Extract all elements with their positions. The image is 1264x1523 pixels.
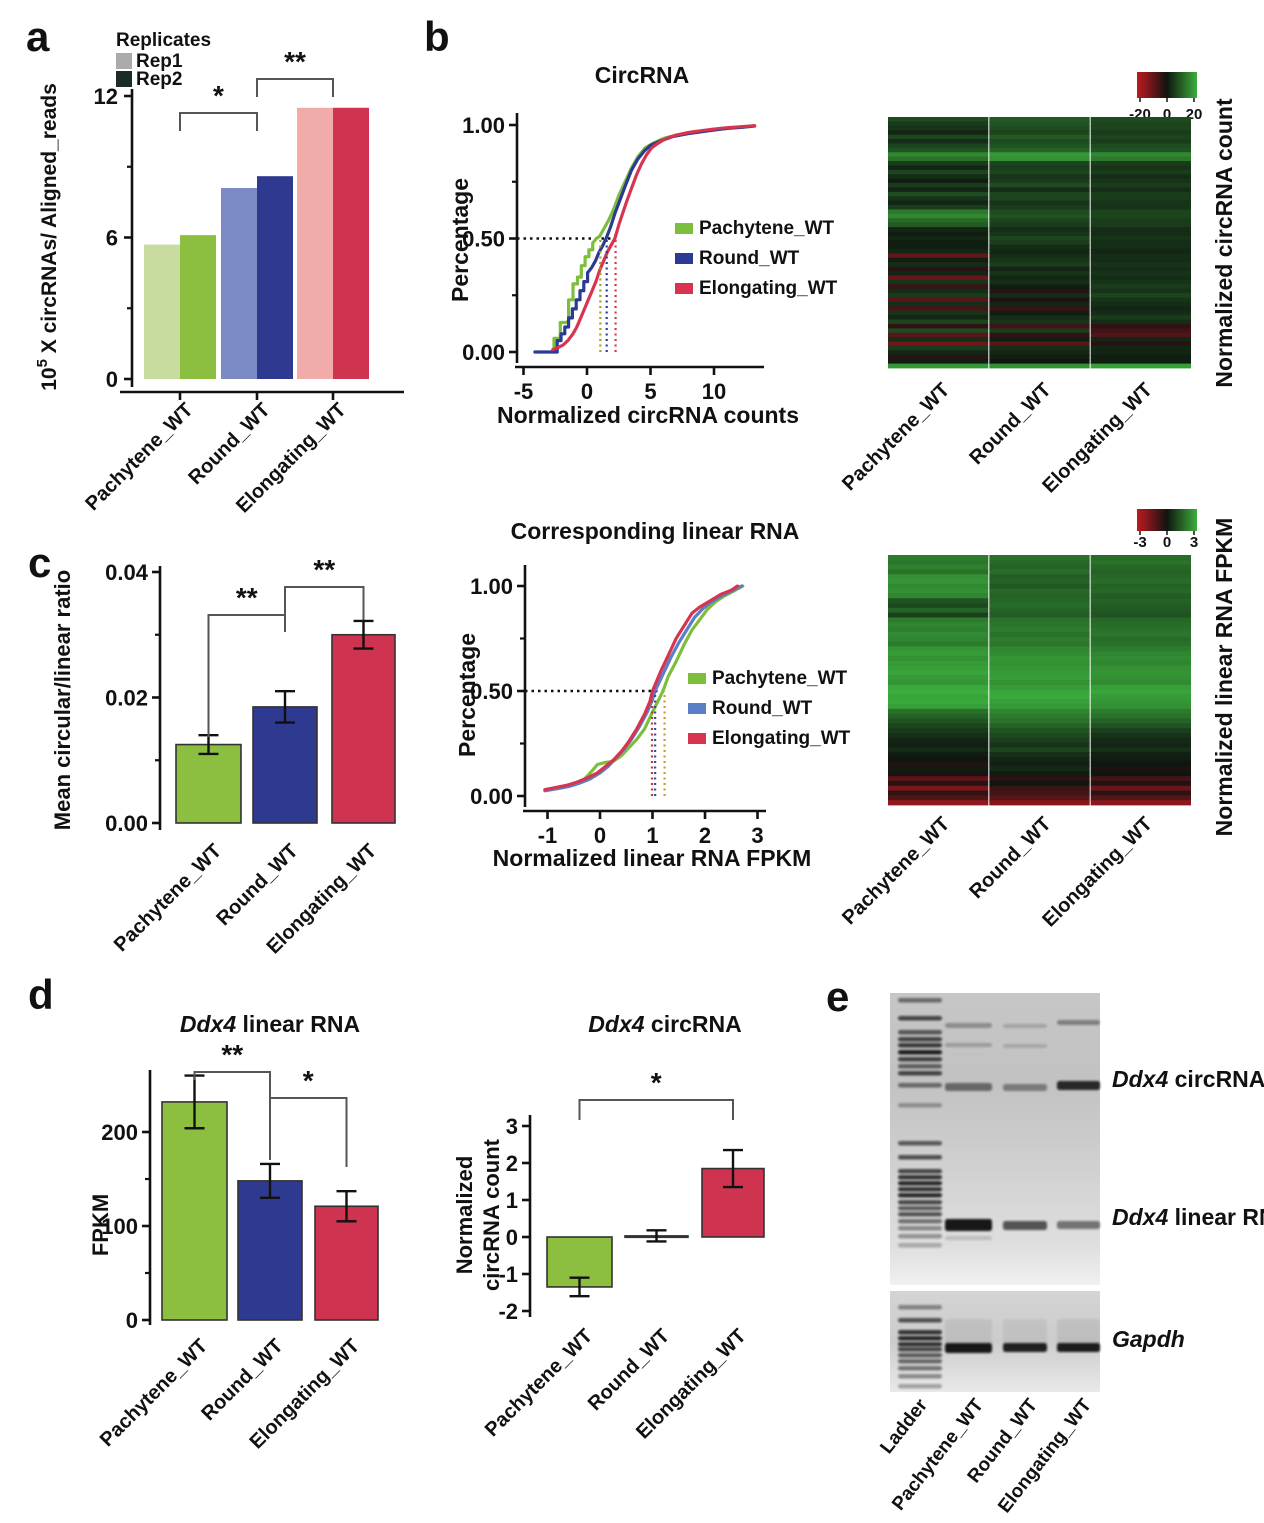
svg-text:0.50: 0.50 (462, 227, 505, 252)
panel-label-c: c (28, 539, 52, 586)
svg-text:0: 0 (581, 379, 593, 404)
svg-text:3: 3 (1190, 534, 1198, 551)
panel-c-linear-rna-cdf-plot: 0.00 0.50 1.00 -1 0 1 2 3 Pachytene_WT Round_WT El… (454, 518, 851, 871)
svg-text:Pachytene_WT: Pachytene_WT (712, 668, 848, 689)
svg-text:2: 2 (506, 1151, 518, 1176)
svg-text:Pachytene_WT: Pachytene_WT (699, 218, 835, 239)
svg-text:**: ** (236, 582, 258, 613)
panel-c-ratio-bar-chart: 0.000.020.04****Pachytene_WTRound_WTElon… (50, 554, 396, 958)
svg-text:0: 0 (106, 367, 118, 392)
svg-text:Ddx4 linear RNA: Ddx4 linear RNA (180, 1011, 360, 1037)
svg-text:Normalized: Normalized (452, 1156, 477, 1275)
svg-text:Round_WT: Round_WT (712, 698, 813, 719)
svg-text:Elongating_WT: Elongating_WT (712, 728, 851, 749)
svg-text:circRNA count: circRNA count (479, 1138, 504, 1291)
svg-text:-1: -1 (538, 823, 558, 848)
svg-text:FPKM: FPKM (88, 1194, 113, 1256)
svg-text:Normalized circRNA count: Normalized circRNA count (1211, 98, 1237, 388)
svg-text:Round_WT: Round_WT (965, 813, 1055, 903)
svg-text:12: 12 (94, 84, 118, 109)
svg-text:Round_WT: Round_WT (699, 248, 800, 269)
svg-text:0: 0 (506, 1225, 518, 1250)
svg-text:1: 1 (506, 1188, 518, 1213)
svg-text:1.00: 1.00 (462, 113, 505, 138)
svg-text:Rep1: Rep1 (136, 51, 183, 72)
svg-text:Normalized linear RNA FPKM: Normalized linear RNA FPKM (1211, 518, 1237, 837)
svg-text:0: 0 (1163, 106, 1171, 123)
svg-text:Percentage: Percentage (447, 178, 473, 302)
panel-label-e: e (826, 973, 850, 1020)
svg-text:5: 5 (644, 379, 656, 404)
svg-text:3: 3 (751, 823, 763, 848)
svg-text:0: 0 (1163, 534, 1171, 551)
svg-text:6: 6 (106, 226, 118, 251)
svg-text:Rep2: Rep2 (136, 69, 182, 90)
svg-text:1: 1 (646, 823, 658, 848)
svg-text:Pachytene_WT: Pachytene_WT (110, 840, 226, 956)
svg-text:Ladder: Ladder (876, 1395, 932, 1458)
svg-text:105 X circRNAs/ Aligned_reads: 105 X circRNAs/ Aligned_reads (34, 83, 61, 391)
svg-text:*: * (651, 1067, 662, 1098)
svg-text:0: 0 (594, 823, 606, 848)
svg-text:0.00: 0.00 (105, 811, 148, 836)
svg-text:0: 0 (126, 1308, 138, 1333)
svg-text:0.50: 0.50 (470, 679, 513, 704)
svg-text:1.00: 1.00 (470, 574, 513, 599)
svg-text:0.04: 0.04 (105, 560, 149, 585)
panel-label-a: a (26, 13, 50, 60)
svg-text:**: ** (284, 46, 306, 77)
svg-text:Ddx4 circRNA: Ddx4 circRNA (588, 1011, 741, 1037)
svg-text:Ddx4 circRNA: Ddx4 circRNA (1112, 1066, 1264, 1092)
svg-text:Replicates: Replicates (116, 30, 211, 51)
svg-text:Mean circular/linear ratio: Mean circular/linear ratio (50, 570, 75, 830)
svg-text:Normalized circRNA counts: Normalized circRNA counts (497, 402, 799, 428)
svg-text:**: ** (221, 1039, 243, 1070)
svg-text:0.00: 0.00 (462, 340, 505, 365)
svg-text:0.02: 0.02 (105, 686, 148, 711)
svg-text:3: 3 (506, 1114, 518, 1139)
svg-text:Normalized linear RNA FPKM: Normalized linear RNA FPKM (493, 845, 812, 871)
svg-text:Elongating_WT: Elongating_WT (699, 278, 838, 299)
svg-text:*: * (303, 1065, 314, 1096)
svg-text:Ddx4 linear RNA: Ddx4 linear RNA (1112, 1204, 1264, 1230)
svg-text:-3: -3 (1133, 534, 1146, 551)
svg-text:Pachytene_WT: Pachytene_WT (481, 1325, 597, 1441)
svg-text:0.00: 0.00 (470, 784, 513, 809)
svg-text:*: * (213, 80, 224, 111)
panel-a-replicates-bar-chart: 0612ReplicatesRep1Rep2***Pachytene_WTRou… (34, 30, 404, 517)
svg-text:Corresponding linear RNA: Corresponding linear RNA (511, 518, 800, 544)
svg-text:**: ** (313, 554, 335, 585)
svg-text:Pachytene_WT: Pachytene_WT (81, 399, 197, 515)
svg-text:-2: -2 (498, 1299, 518, 1324)
svg-text:-1: -1 (498, 1262, 518, 1287)
panel-label-b: b (424, 13, 450, 60)
svg-text:Round_WT: Round_WT (965, 379, 1055, 469)
svg-text:200: 200 (101, 1120, 138, 1145)
panel-d-ddx4-circrna-bar-chart: -2-10123*Pachytene_WTRound_WTElongating_… (452, 1011, 765, 1443)
svg-text:-5: -5 (514, 379, 534, 404)
svg-text:100: 100 (101, 1214, 138, 1239)
panel-d-ddx4-linear-bar-chart: 0100200***Pachytene_WTRound_WTElongating… (88, 1011, 379, 1453)
svg-text:Elongating_WT: Elongating_WT (1038, 813, 1156, 931)
svg-text:Elongating_WT: Elongating_WT (994, 1395, 1096, 1517)
svg-text:2: 2 (699, 823, 711, 848)
svg-text:Percentage: Percentage (454, 633, 480, 757)
svg-text:Elongating_WT: Elongating_WT (1038, 379, 1156, 497)
svg-text:Gapdh: Gapdh (1112, 1326, 1185, 1352)
svg-text:Pachytene_WT: Pachytene_WT (96, 1335, 212, 1451)
svg-text:CircRNA: CircRNA (595, 62, 690, 88)
panel-b-circrna-cdf-plot: 0.00 0.50 1.00 -5 0 5 10 Pachytene_WT Round_WT El… (447, 62, 838, 428)
svg-text:10: 10 (702, 379, 726, 404)
panel-label-d: d (28, 971, 54, 1018)
